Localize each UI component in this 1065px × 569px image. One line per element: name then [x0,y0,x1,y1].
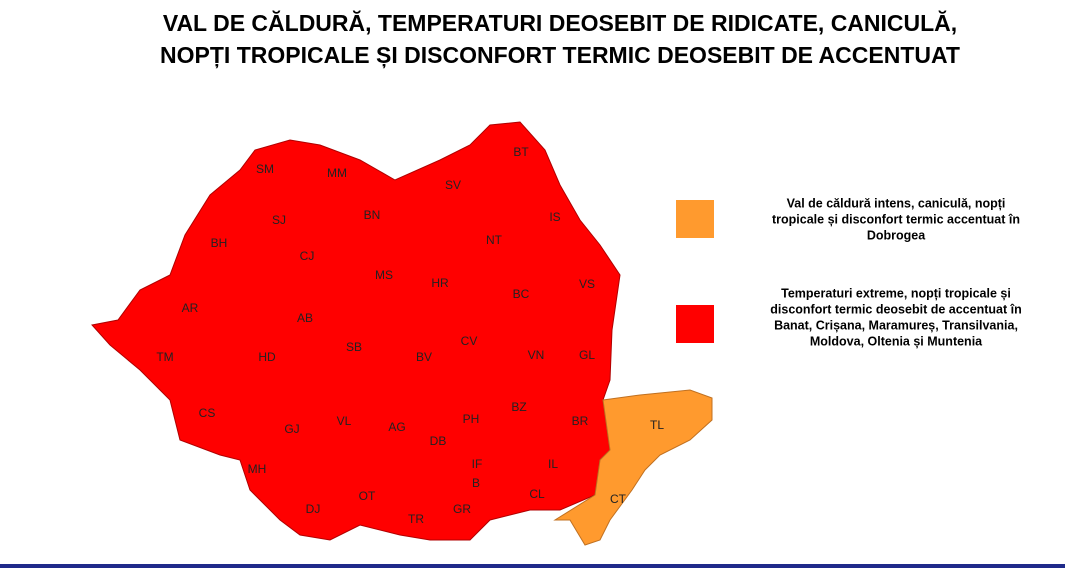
legend-swatch [676,200,714,238]
red-zone [91,121,621,541]
county-label: IS [549,210,560,224]
county-label: CT [610,492,627,506]
county-label: MH [248,462,267,476]
county-label: IF [472,457,483,471]
legend-text: Temperaturi extreme, nopți tropicale și [781,286,1011,300]
county-label: SV [445,178,461,192]
county-label: BT [513,145,529,159]
county-label: SB [346,340,362,354]
county-label: DB [430,434,447,448]
county-label: BR [572,414,589,428]
legend-text: Dobrogea [867,228,926,242]
county-label: NT [486,233,503,247]
county-label: AB [297,311,313,325]
legend-text: tropicale și disconfort termic accentuat… [772,212,1020,226]
county-label: VS [579,277,595,291]
county-label: BN [364,208,381,222]
county-label: B [472,476,480,490]
county-label: VL [337,414,352,428]
title-line: NOPȚI TROPICALE ȘI DISCONFORT TERMIC DEO… [160,42,960,69]
legend-swatch [676,305,714,343]
county-label: PH [463,412,480,426]
county-label: TM [156,350,173,364]
county-label: CJ [300,249,315,263]
county-label: GJ [284,422,299,436]
legend-text: Moldova, Oltenia și Muntenia [810,334,983,348]
county-label: GL [579,348,595,362]
county-labels: SM MM BT SV BN SJ IS BH CJ NT MS HR VS AR AB BC SB CV TM HD… [156,145,664,526]
county-label: OT [359,489,376,503]
county-label: BZ [511,400,526,414]
county-label: SM [256,162,274,176]
county-label: CS [199,406,216,420]
county-label: BV [416,350,432,364]
county-label: TR [408,512,424,526]
county-label: AR [182,301,199,315]
county-label: DJ [306,502,321,516]
county-label: CV [461,334,478,348]
county-label: AG [388,420,405,434]
county-label: MS [375,268,393,282]
legend-text: disconfort termic deosebit de accentuat … [770,302,1021,316]
legend-text: Banat, Crișana, Maramureș, Transilvania, [774,318,1018,332]
county-label: HD [258,350,276,364]
county-label: SJ [272,213,286,227]
county-label: BC [513,287,530,301]
title-line: VAL DE CĂLDURĂ, TEMPERATURI DEOSEBIT DE … [163,9,957,36]
legend: Val de căldură intens, caniculă, nopți tr… [770,196,1021,348]
county-label: GR [453,502,471,516]
county-label: MM [327,166,347,180]
orange-zone [553,389,713,546]
county-label: CL [529,487,545,501]
county-label: HR [431,276,449,290]
legend-text: Val de căldură intens, caniculă, nopți [787,196,1006,210]
county-label: VN [528,348,545,362]
county-label: TL [650,418,664,432]
county-label: IL [548,457,558,471]
county-label: BH [211,236,228,250]
